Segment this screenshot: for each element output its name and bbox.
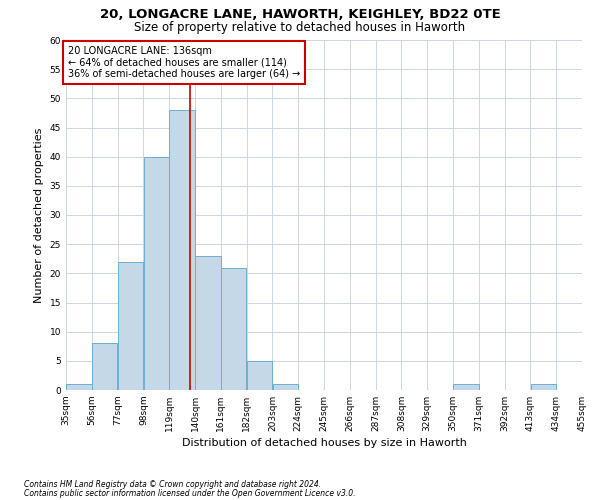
Text: Contains public sector information licensed under the Open Government Licence v3: Contains public sector information licen… xyxy=(24,488,355,498)
Bar xyxy=(453,384,479,390)
Bar xyxy=(169,110,195,390)
Text: 20 LONGACRE LANE: 136sqm
← 64% of detached houses are smaller (114)
36% of semi-: 20 LONGACRE LANE: 136sqm ← 64% of detach… xyxy=(68,46,300,79)
Bar xyxy=(272,384,298,390)
Bar xyxy=(143,156,169,390)
Bar xyxy=(221,268,247,390)
Bar xyxy=(118,262,143,390)
Text: 20, LONGACRE LANE, HAWORTH, KEIGHLEY, BD22 0TE: 20, LONGACRE LANE, HAWORTH, KEIGHLEY, BD… xyxy=(100,8,500,20)
Bar xyxy=(247,361,272,390)
X-axis label: Distribution of detached houses by size in Haworth: Distribution of detached houses by size … xyxy=(182,438,466,448)
Bar xyxy=(530,384,556,390)
Y-axis label: Number of detached properties: Number of detached properties xyxy=(34,128,44,302)
Bar xyxy=(66,384,92,390)
Bar xyxy=(92,344,118,390)
Bar xyxy=(195,256,221,390)
Text: Contains HM Land Registry data © Crown copyright and database right 2024.: Contains HM Land Registry data © Crown c… xyxy=(24,480,321,489)
Text: Size of property relative to detached houses in Haworth: Size of property relative to detached ho… xyxy=(134,21,466,34)
